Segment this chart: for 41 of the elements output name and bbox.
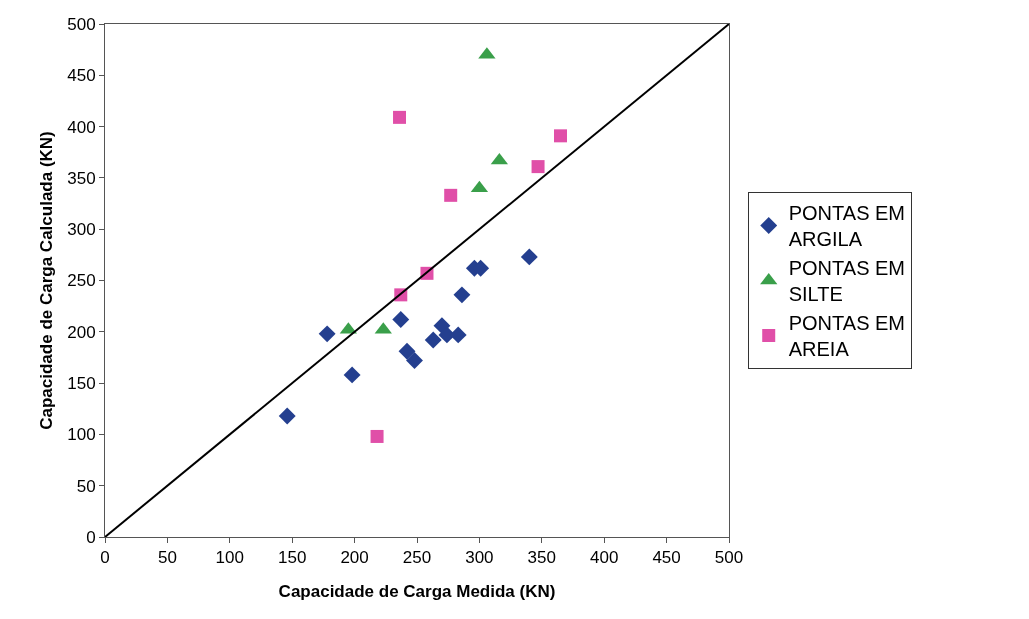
x-tick-label: 450: [652, 548, 681, 568]
legend-label: PONTAS EM AREIA: [788, 312, 906, 361]
point: [318, 325, 336, 343]
point: [370, 429, 384, 443]
y-tick-label: 0: [86, 527, 96, 547]
x-axis-title: Capacidade de Carga Medida (KN): [278, 581, 556, 601]
y-tick-label: 500: [67, 14, 96, 34]
point: [444, 188, 458, 202]
point: [392, 311, 410, 328]
legend-label: PONTAS EM ARGILA: [788, 202, 906, 251]
x-tick-label: 50: [157, 548, 177, 568]
x-tick-label: 150: [278, 548, 307, 568]
x-tick-label: 200: [340, 548, 369, 568]
legend-label: PONTAS EM SILTE: [788, 257, 906, 306]
point: [393, 110, 407, 124]
y-axis-title: Capacidade de Carga Calculada (KN): [36, 131, 56, 430]
x-tick-label: 0: [100, 548, 110, 568]
x-tick-label: 400: [590, 548, 619, 568]
point: [554, 129, 568, 143]
y-tick-label: 100: [67, 425, 96, 445]
y-tick-label: 150: [67, 374, 96, 394]
y-tick-label: 250: [67, 271, 96, 291]
point: [398, 342, 416, 360]
y-tick-label: 200: [67, 322, 96, 342]
point: [520, 248, 538, 266]
y-tick-label: 400: [67, 117, 96, 137]
y-tick-label: 300: [67, 220, 96, 240]
point: [343, 366, 361, 384]
y-tick-label: 50: [76, 476, 96, 496]
point: [453, 286, 471, 304]
x-tick-label: 350: [527, 548, 556, 568]
point: [406, 352, 423, 369]
x-tick-label: 500: [714, 548, 744, 568]
y-tick-label: 350: [67, 168, 96, 188]
x-tick-label: 100: [215, 548, 244, 568]
x-tick-label: 250: [402, 548, 432, 568]
point: [424, 331, 442, 349]
point: [278, 407, 296, 425]
y-tick-label: 450: [67, 66, 96, 86]
x-tick-label: 300: [465, 548, 494, 568]
point: [531, 160, 545, 174]
